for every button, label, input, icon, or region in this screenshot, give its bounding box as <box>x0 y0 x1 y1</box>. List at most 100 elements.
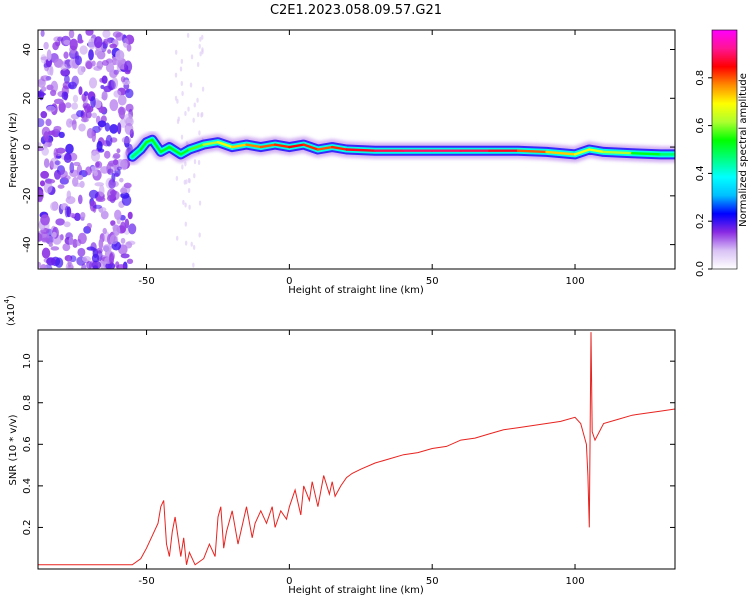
noise-speckle <box>104 37 112 45</box>
noise-speckle <box>109 99 119 112</box>
ridge-core-segment <box>139 140 148 151</box>
noise-speckle <box>38 146 45 152</box>
noise-speckle <box>92 265 99 269</box>
noise-speckle <box>38 232 43 242</box>
noise-speckle <box>123 182 132 189</box>
noise-speckle <box>115 49 125 61</box>
spectrogram-ytick-label: 40 <box>22 43 33 56</box>
noise-speckle <box>184 161 187 167</box>
noise-speckle <box>62 243 71 252</box>
spectrogram-axes: -50 0 50 100 -40 -20 0 20 40 <box>22 30 675 287</box>
noise-speckle <box>79 45 88 55</box>
noise-speckle <box>174 95 178 101</box>
snr-ytick-label: 0.6 <box>22 436 33 452</box>
noise-speckle <box>98 238 104 250</box>
snr-xtick-label: 0 <box>286 576 292 587</box>
noise-speckle <box>60 63 68 71</box>
noise-speckle <box>55 218 65 226</box>
snr-scale-label: (x104) <box>3 295 17 326</box>
noise-speckle <box>66 190 72 200</box>
snr-xlabel: Height of straight line (km) <box>288 585 424 596</box>
noise-speckle <box>74 55 83 66</box>
noise-speckle <box>96 60 104 69</box>
noise-speckle <box>184 111 187 117</box>
colorbar-label: Normalized spectral amplitude <box>738 73 749 227</box>
noise-speckle <box>105 62 115 73</box>
spectrogram-ylabel: Frequency (Hz) <box>8 112 19 188</box>
noise-speckle <box>98 184 105 197</box>
noise-speckle <box>48 241 53 248</box>
noise-speckle <box>72 238 78 248</box>
noise-speckle <box>117 94 127 106</box>
noise-speckle <box>77 247 86 257</box>
noise-speckle <box>38 142 42 147</box>
noise-speckle <box>102 244 112 252</box>
noise-speckle <box>47 130 56 136</box>
noise-speckle <box>78 123 86 132</box>
noise-speckle <box>78 86 83 96</box>
noise-speckle <box>180 58 184 64</box>
noise-speckle <box>177 116 180 122</box>
noise-speckle <box>53 125 62 132</box>
noise-speckle <box>40 75 50 82</box>
noise-speckle <box>60 68 71 77</box>
noise-speckle <box>45 178 56 184</box>
noise-speckle <box>50 80 59 93</box>
snr-xtick-label: -50 <box>138 576 154 587</box>
colorbar: 0.0 0.2 0.4 0.6 0.8 Normalized spectral ampl… <box>695 29 749 277</box>
colorbar-tick-label: 0.0 <box>695 261 706 277</box>
ridge-core-segment <box>188 143 205 151</box>
spectrogram-ytick-label: 0 <box>22 144 33 150</box>
colorbar-tick-label: 0.4 <box>695 165 706 181</box>
noise-speckle <box>76 110 84 118</box>
noise-speckle <box>193 102 196 108</box>
spectrogram-frame <box>37 29 676 270</box>
snr-scale-exponent: 4 <box>3 298 11 303</box>
noise-speckle <box>182 199 185 205</box>
noise-speckle <box>71 102 79 110</box>
noise-speckle <box>94 161 103 169</box>
noise-speckle <box>107 188 117 200</box>
noise-speckle <box>40 30 45 37</box>
noise-speckle <box>51 231 57 238</box>
spectrogram-xtick-label: -50 <box>138 276 154 287</box>
noise-speckle <box>72 176 79 187</box>
spectrogram-image <box>38 30 675 269</box>
noise-speckle <box>199 51 202 57</box>
noise-speckle <box>96 140 103 152</box>
noise-speckle <box>196 112 200 118</box>
noise-speckle <box>120 253 130 259</box>
noise-speckle <box>61 91 69 100</box>
noise-speckle <box>93 36 103 49</box>
ridge-core-segment <box>202 140 220 146</box>
colorbar-gradient <box>711 29 738 270</box>
noise-speckle <box>77 39 84 44</box>
noise-speckle <box>63 221 71 228</box>
snr-axes: -50 0 50 100 0.2 0.4 0.6 0.8 1.0 <box>22 330 675 587</box>
noise-speckle <box>88 38 96 50</box>
noise-speckle <box>77 65 85 76</box>
noise-speckle <box>85 61 93 70</box>
noise-speckle <box>201 34 204 40</box>
ridge-core-segment <box>516 149 548 154</box>
ridge-core-segment <box>151 138 163 154</box>
noise-speckle <box>105 134 113 147</box>
noise-speckle <box>193 159 197 165</box>
noise-speckle <box>86 261 93 269</box>
noise-speckle <box>101 75 108 84</box>
colorbar-tick-label: 0.8 <box>695 70 706 86</box>
noise-speckle <box>101 90 108 101</box>
ridge-core-segment <box>259 143 277 149</box>
ridge-core-segment <box>345 148 377 152</box>
noise-speckle <box>109 234 119 245</box>
spectrogram-panel: -50 0 50 100 -40 -20 0 20 40 Height of straight … <box>8 29 676 296</box>
noise-speckle <box>187 106 190 112</box>
noise-speckle <box>38 195 43 203</box>
noise-speckle <box>71 75 79 87</box>
spectrogram-xtick-label: 0 <box>286 276 292 287</box>
snr-frame <box>37 329 676 570</box>
noise-speckle <box>43 131 49 142</box>
noise-speckle <box>63 39 71 45</box>
noise-speckle <box>101 59 109 66</box>
noise-speckle <box>98 106 106 114</box>
